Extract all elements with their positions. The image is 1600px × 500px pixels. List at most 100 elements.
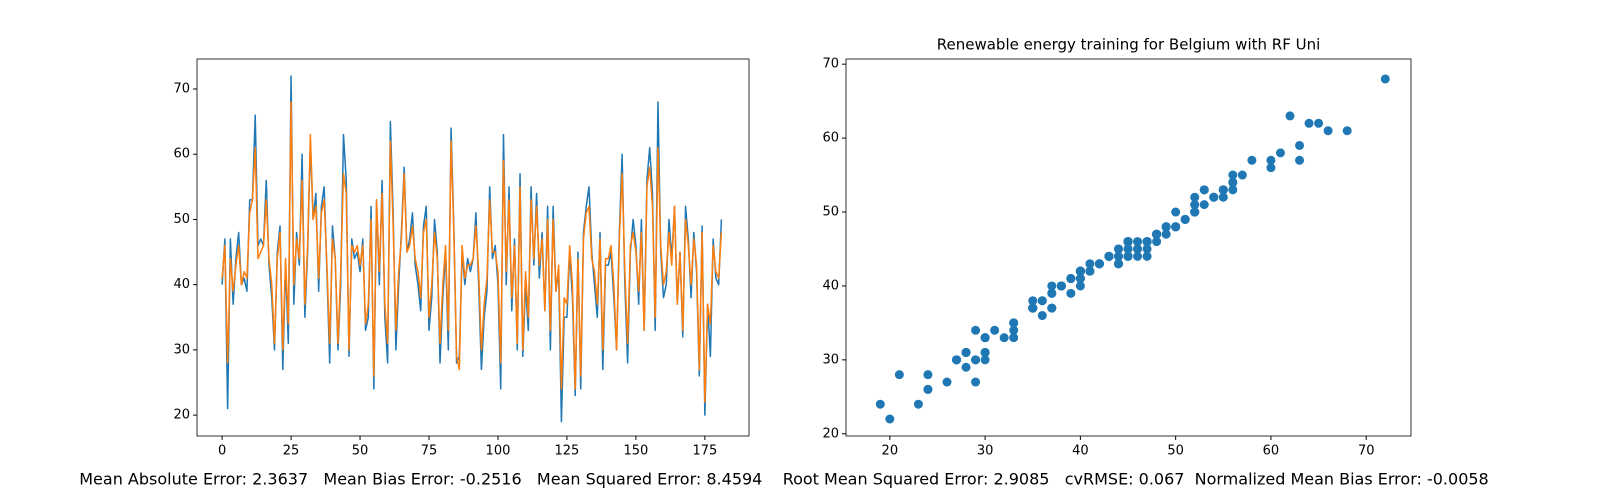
x-tick-label: 50 <box>1167 444 1184 459</box>
scatter-point <box>1190 192 1200 202</box>
scatter-point <box>1228 177 1238 187</box>
scatter-point <box>1094 259 1104 269</box>
x-tick-label: 125 <box>555 444 580 459</box>
scatter-point <box>1190 207 1200 217</box>
scatter-point <box>885 414 895 424</box>
scatter-point <box>961 347 971 357</box>
scatter-point <box>980 347 990 357</box>
scatter-point <box>1380 74 1390 84</box>
scatter-point <box>1123 244 1133 254</box>
scatter-point <box>1266 163 1276 173</box>
scatter-point <box>1113 259 1123 269</box>
scatter-point <box>1075 274 1085 284</box>
scatter-point <box>1237 170 1247 180</box>
y-tick-label: 50 <box>822 205 839 220</box>
scatter-point <box>923 370 933 380</box>
x-tick-label: 150 <box>623 444 648 459</box>
chart-title: Renewable energy training for Belgium wi… <box>937 36 1321 54</box>
x-tick-label: 60 <box>1263 444 1280 459</box>
scatter-point <box>1295 155 1305 165</box>
x-tick-label: 175 <box>692 444 717 459</box>
y-tick-label: 40 <box>822 278 839 293</box>
scatter-point <box>961 362 971 372</box>
scatter-point <box>1075 266 1085 276</box>
scatter-point <box>1113 244 1123 254</box>
scatter-point <box>1228 185 1238 195</box>
scatter-point <box>1171 207 1181 217</box>
scatter-point <box>875 399 885 409</box>
scatter-point <box>1037 311 1047 321</box>
scatter-point <box>999 333 1009 343</box>
scatter-point <box>1028 296 1038 306</box>
y-tick-label: 70 <box>173 82 190 97</box>
scatter-point <box>1009 333 1019 343</box>
scatter-point <box>1047 288 1057 298</box>
scatter-point <box>894 370 904 380</box>
scatter-point <box>923 384 933 394</box>
plot-frame <box>196 58 750 437</box>
scatter-point <box>990 325 1000 335</box>
scatter-point <box>1047 281 1057 291</box>
scatter-point <box>1314 118 1324 128</box>
scatter-point <box>1209 192 1219 202</box>
scatter-point <box>1047 303 1057 313</box>
scatter-point <box>1009 318 1019 328</box>
scatter-point <box>1142 237 1152 247</box>
scatter-point <box>1133 237 1143 247</box>
scatter-point <box>1028 303 1038 313</box>
scatter-point <box>980 333 990 343</box>
scatter-point <box>942 377 952 387</box>
scatter-point <box>1133 244 1143 254</box>
y-tick-label: 60 <box>173 147 190 162</box>
scatter-point <box>1085 259 1095 269</box>
scatter-point <box>1266 155 1276 165</box>
scatter-point <box>1323 126 1333 136</box>
y-tick-label: 40 <box>173 277 190 292</box>
y-tick-label: 70 <box>822 57 839 72</box>
metrics-footer: Mean Absolute Error: 2.3637 Mean Bias Er… <box>79 470 1488 489</box>
scatter-point <box>971 325 981 335</box>
y-tick-label: 20 <box>173 408 190 423</box>
scatter-point <box>971 377 981 387</box>
scatter-point <box>1066 274 1076 284</box>
x-tick-label: 40 <box>1072 444 1089 459</box>
scatter-point <box>952 355 962 365</box>
scatter-point <box>1199 200 1209 210</box>
scatter-point <box>1190 200 1200 210</box>
scatter-point <box>1199 185 1209 195</box>
scatter-point <box>1037 296 1047 306</box>
x-tick-label: 25 <box>283 444 300 459</box>
scatter-point <box>1275 148 1285 158</box>
scatter-point <box>1123 251 1133 261</box>
scatter-point <box>913 399 923 409</box>
line-series <box>221 75 723 423</box>
y-tick-label: 30 <box>173 342 190 357</box>
scatter-point <box>1295 140 1305 150</box>
scatter-point <box>1285 111 1295 121</box>
scatter-point <box>1085 266 1095 276</box>
scatter-point <box>1218 185 1228 195</box>
scatter-point <box>971 355 981 365</box>
scatter-point <box>1133 251 1143 261</box>
y-tick-label: 50 <box>173 212 190 227</box>
y-tick-label: 20 <box>822 426 839 441</box>
scatter-point <box>1113 251 1123 261</box>
scatter-point <box>980 355 990 365</box>
scatter-point <box>1104 251 1114 261</box>
x-tick-label: 100 <box>486 444 511 459</box>
scatter-point <box>1161 222 1171 232</box>
scatter-point <box>1142 244 1152 254</box>
scatter-point <box>1056 281 1066 291</box>
x-tick-label: 75 <box>421 444 438 459</box>
x-tick-label: 70 <box>1358 444 1375 459</box>
x-tick-label: 0 <box>218 444 226 459</box>
scatter-point <box>1152 229 1162 239</box>
scatter-point <box>1218 192 1228 202</box>
x-tick-label: 20 <box>882 444 899 459</box>
y-tick-label: 60 <box>822 131 839 146</box>
scatter-point <box>1066 288 1076 298</box>
plot-frame <box>845 58 1412 437</box>
scatter-point <box>1247 155 1257 165</box>
